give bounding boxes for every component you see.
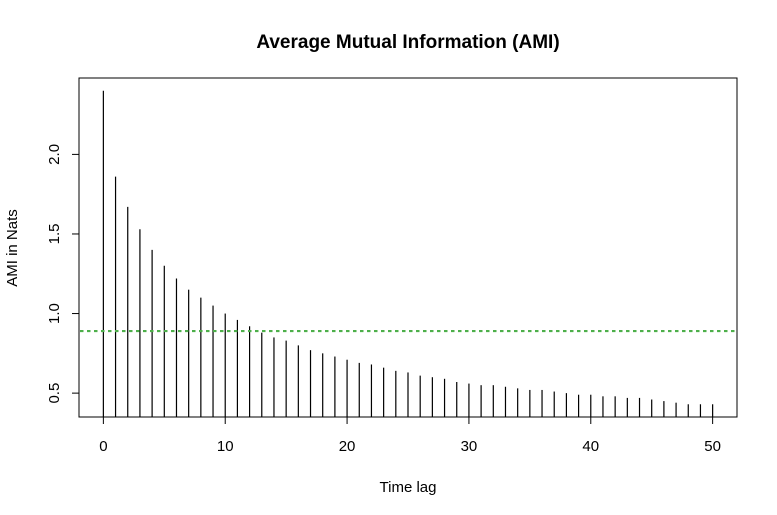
x-axis-label: Time lag	[380, 479, 437, 496]
y-axis: 0.5 1.0 1.5 2.0	[46, 144, 80, 404]
chart-title: Average Mutual Information (AMI)	[256, 32, 559, 53]
x-tick-label-50: 50	[704, 438, 721, 455]
x-tick-label-10: 10	[217, 438, 234, 455]
y-tick-label-2.0: 2.0	[46, 144, 63, 165]
x-tick-label-20: 20	[339, 438, 356, 455]
bars-group	[102, 90, 714, 418]
x-tick-label-30: 30	[461, 438, 478, 455]
y-tick-label-0.5: 0.5	[46, 383, 63, 404]
y-tick-label-1.5: 1.5	[46, 224, 63, 245]
x-tick-label-40: 40	[582, 438, 599, 455]
y-axis-label: AMI in Nats	[4, 209, 21, 287]
x-tick-label-0: 0	[99, 438, 107, 455]
y-tick-label-1.0: 1.0	[46, 303, 63, 324]
plot-frame	[78, 77, 738, 418]
x-axis: 0 10 20 30 40 50	[99, 416, 721, 455]
